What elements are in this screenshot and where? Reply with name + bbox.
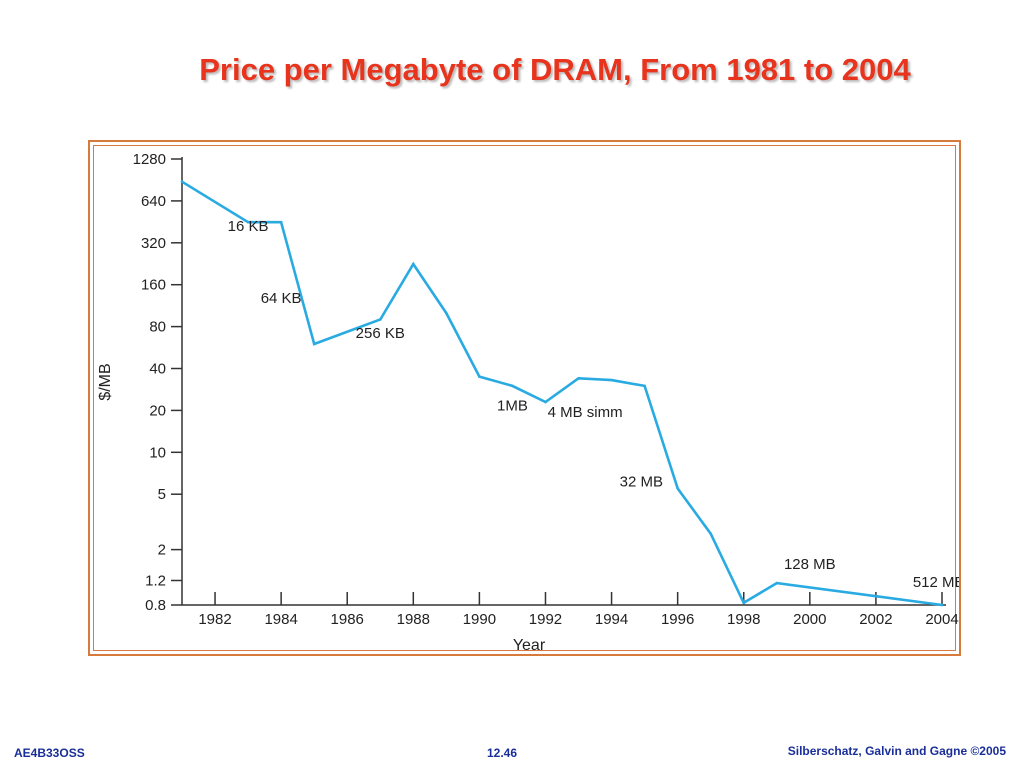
y-tick-label: 320 [141, 235, 166, 252]
price-point [445, 311, 448, 315]
price-point [478, 375, 481, 378]
price-point [312, 342, 316, 346]
dram-price-chart: 0.8 1.2 2 5 10 20 40 80 160 320 640 1280 1982 1984 198… [97, 151, 959, 654]
x-tick-label: 1990 [463, 611, 496, 628]
y-tick-label: 20 [149, 402, 166, 419]
price-point [643, 384, 646, 388]
x-tick-label: 1998 [727, 611, 760, 628]
memory-size-annotation: 1MB [497, 397, 528, 414]
y-tick-label: 40 [149, 361, 166, 378]
price-point [676, 487, 679, 490]
x-tick-label: 1984 [264, 611, 297, 628]
x-tick-label: 2002 [859, 611, 892, 628]
y-tick-label: 10 [149, 444, 166, 461]
price-point [180, 180, 184, 183]
price-point [511, 384, 514, 388]
price-point [709, 532, 712, 536]
x-tick-label: 1988 [397, 611, 430, 628]
y-tick-label: 1280 [133, 151, 166, 168]
price-series-line [181, 180, 943, 607]
chart-frame-inner [93, 145, 956, 651]
slide-title: Price per Megabyte of DRAM, From 1981 to… [199, 52, 911, 87]
x-tick-label: 2004 [925, 611, 958, 628]
x-tick-label: 1996 [661, 611, 694, 628]
y-tick-label: 1.2 [145, 572, 166, 589]
memory-size-annotation: 32 MB [620, 473, 663, 490]
footer-copyright: Silberschatz, Galvin and Gagne ©2005 [787, 744, 1006, 758]
x-axis-label: Year [513, 637, 546, 654]
memory-size-annotation: 16 KB [228, 218, 269, 235]
y-tick-label: 0.8 [145, 597, 166, 614]
y-tick-label: 160 [141, 277, 166, 294]
chart-frame: 0.8 1.2 2 5 10 20 40 80 160 320 640 1280 1982 1984 198… [88, 140, 961, 656]
memory-size-annotation: 128 MB [784, 556, 836, 573]
x-tick-label: 1992 [529, 611, 562, 628]
price-point [279, 220, 283, 224]
x-tick-label: 1994 [595, 611, 628, 628]
y-tick-label: 2 [158, 542, 166, 559]
memory-size-annotation: 4 MB simm [548, 404, 623, 421]
price-point [610, 378, 613, 382]
x-tick-label: 1982 [198, 611, 231, 628]
y-tick-label: 5 [158, 486, 166, 503]
price-point [412, 262, 415, 266]
price-point [775, 581, 779, 585]
price-point [378, 318, 382, 321]
memory-size-annotation: 64 KB [261, 290, 302, 307]
footer-course-code: AE4B33OSS [14, 746, 85, 760]
y-tick-label: 80 [149, 319, 166, 336]
price-point [940, 603, 944, 607]
price-point [742, 601, 746, 605]
x-tick-label: 1986 [331, 611, 364, 628]
price-point [544, 400, 547, 404]
y-axis-label: $/MB [97, 363, 114, 400]
footer-page-number: 12.46 [487, 746, 518, 760]
memory-size-annotation: 512 MB [913, 574, 959, 591]
memory-size-annotation: 256 KB [356, 325, 405, 342]
price-point [577, 377, 580, 380]
x-tick-label: 2000 [793, 611, 826, 628]
price-point [246, 220, 250, 224]
y-tick-label: 640 [141, 193, 166, 210]
